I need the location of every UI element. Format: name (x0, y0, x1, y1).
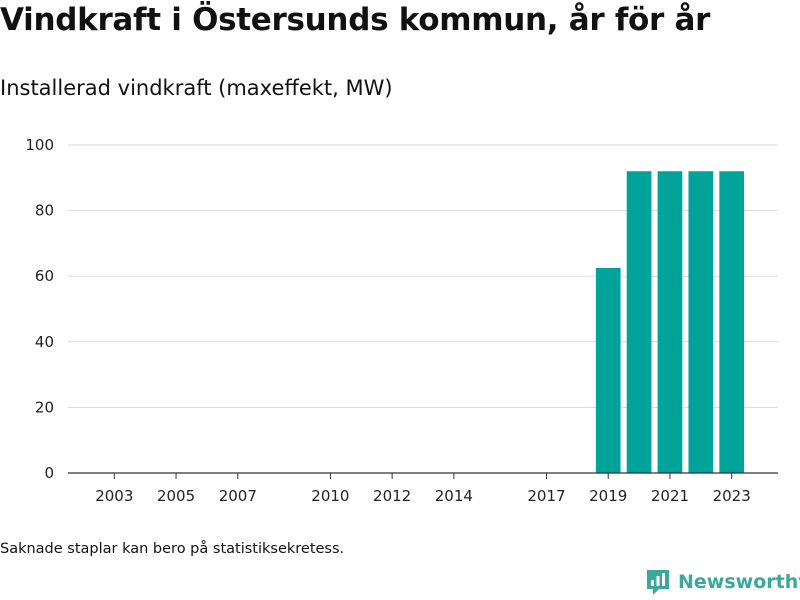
bar-2021 (657, 171, 683, 474)
x-tick-label: 2012 (373, 487, 411, 505)
y-tick-label: 60 (35, 267, 54, 285)
axes: 0 20 40 60 80 100 2003 2005 2007 2010 2012 2014 2017… (25, 136, 778, 505)
bar-2022 (688, 171, 714, 474)
bar-2019 (595, 268, 621, 473)
newsworthy-logo-text: Newsworthy (678, 571, 800, 593)
footnote: Saknade staplar kan bero på statistiksek… (0, 541, 345, 557)
newsworthy-logo: Newsworthy (645, 568, 800, 596)
bar-chart: 0 20 40 60 80 100 2003 2005 2007 2010 2012 2014 2017… (25, 136, 778, 505)
y-tick-label: 20 (35, 398, 54, 416)
x-tick-label: 2005 (157, 487, 195, 505)
y-tick-label: 100 (25, 136, 54, 154)
x-tick-label: 2003 (95, 487, 133, 505)
y-tick-label: 40 (35, 333, 54, 351)
x-tick-label: 2017 (527, 487, 565, 505)
x-tick-label: 2010 (311, 487, 349, 505)
bar-2023 (719, 171, 745, 474)
newsworthy-logo-icon (647, 570, 669, 595)
x-tick-label: 2019 (589, 487, 627, 505)
bar-2020 (626, 171, 652, 474)
x-tick-label: 2007 (219, 487, 257, 505)
x-tick-label: 2023 (713, 487, 751, 505)
bars (595, 171, 745, 474)
x-tick-label: 2014 (435, 487, 473, 505)
chart-subtitle: Installerad vindkraft (maxeffekt, MW) (0, 76, 393, 100)
x-tick-label: 2021 (651, 487, 689, 505)
chart-title: Vindkraft i Östersunds kommun, år för år (0, 2, 711, 38)
y-tick-label: 0 (44, 464, 54, 482)
y-tick-label: 80 (35, 202, 54, 220)
